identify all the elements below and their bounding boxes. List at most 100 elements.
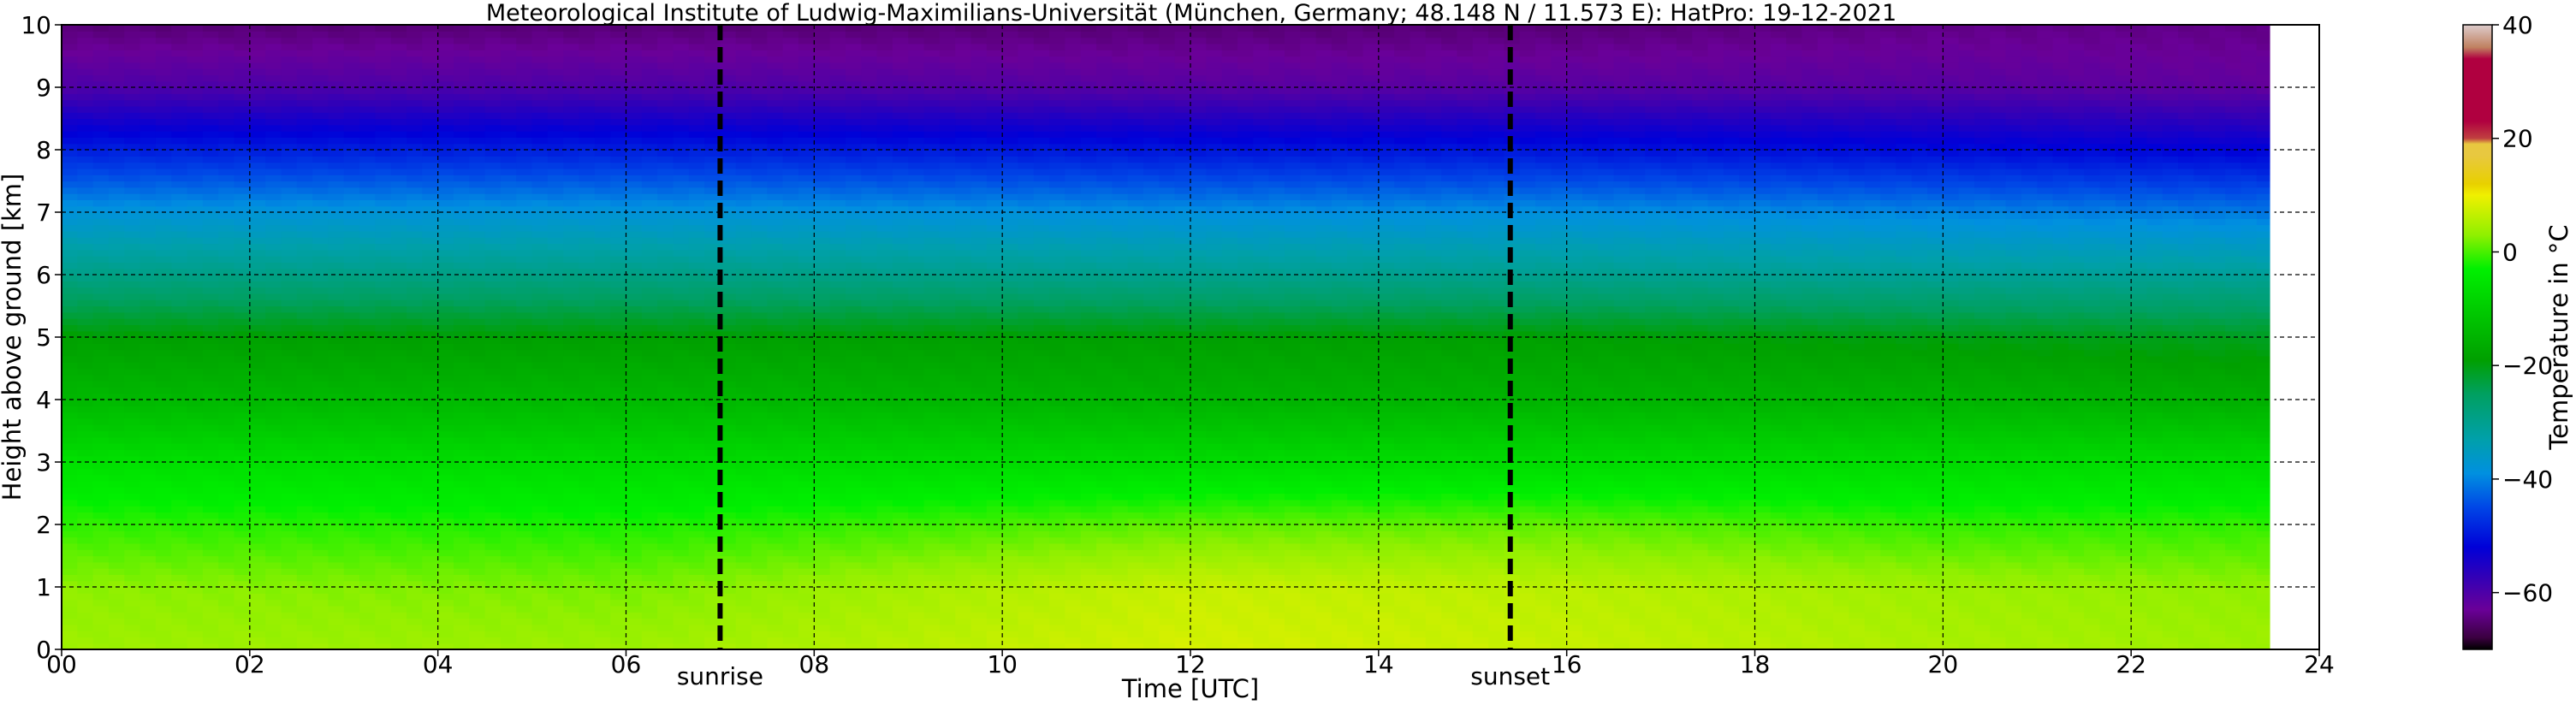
heatmap-cell (202, 637, 219, 644)
heatmap-cell (407, 387, 423, 394)
heatmap-cell (688, 287, 705, 294)
heatmap-cell (62, 99, 78, 107)
heatmap-cell (171, 80, 188, 88)
heatmap-cell (187, 455, 204, 463)
heatmap-cell (108, 400, 125, 406)
heatmap-cell (187, 181, 204, 188)
heatmap-cell (407, 124, 423, 132)
heatmap-cell (782, 87, 799, 94)
heatmap-cell (641, 205, 658, 213)
heatmap-cell (829, 499, 846, 507)
heatmap-cell (782, 487, 799, 495)
heatmap-cell (234, 643, 251, 650)
heatmap-cell (437, 87, 454, 94)
heatmap-cell (735, 143, 752, 151)
heatmap-cell (155, 474, 172, 482)
heatmap-cell (139, 50, 157, 57)
heatmap-cell (343, 311, 360, 319)
heatmap-cell (798, 343, 815, 351)
heatmap-cell (407, 624, 423, 631)
heatmap-cell (343, 337, 360, 344)
heatmap-cell (62, 124, 78, 132)
heatmap-cell (108, 262, 125, 270)
heatmap-cell (469, 256, 486, 263)
heatmap-cell (547, 168, 564, 175)
heatmap-cell (328, 343, 345, 351)
heatmap-cell (735, 530, 752, 538)
heatmap-cell (187, 424, 204, 432)
heatmap-cell (92, 524, 110, 531)
heatmap-cell (359, 43, 376, 50)
heatmap-cell (814, 305, 831, 313)
heatmap-cell (641, 443, 658, 450)
heatmap-cell (62, 112, 78, 120)
heatmap-cell (407, 374, 423, 382)
heatmap-cell (516, 436, 533, 444)
heatmap-cell (563, 468, 580, 476)
heatmap-cell (249, 549, 266, 557)
heatmap-cell (516, 143, 533, 151)
heatmap-cell (249, 493, 266, 501)
heatmap-cell (767, 349, 784, 357)
heatmap-cell (343, 612, 360, 619)
heatmap-cell (704, 343, 721, 351)
heatmap-cell (77, 287, 94, 294)
heatmap-cell (312, 400, 329, 406)
heatmap-cell (343, 487, 360, 495)
heatmap-cell (312, 499, 329, 507)
heatmap-cell (312, 374, 329, 382)
heatmap-cell (641, 381, 658, 388)
heatmap-cell (296, 68, 313, 75)
heatmap-cell (265, 555, 282, 563)
heatmap-cell (814, 199, 831, 207)
heatmap-cell (720, 37, 737, 44)
heatmap-cell (375, 181, 392, 188)
heatmap-cell (516, 299, 533, 307)
heatmap-cell (92, 506, 110, 512)
heatmap-cell (531, 436, 549, 444)
heatmap-cell (735, 599, 752, 607)
heatmap-cell (139, 436, 157, 444)
heatmap-cell (704, 549, 721, 557)
heatmap-cell (782, 612, 799, 619)
heatmap-cell (782, 162, 799, 169)
heatmap-cell (234, 324, 251, 332)
heatmap-cell (422, 574, 439, 582)
heatmap-cell (139, 324, 157, 332)
heatmap-cell (626, 80, 643, 88)
heatmap-cell (531, 112, 549, 120)
heatmap-cell (155, 493, 172, 501)
heatmap-cell (814, 506, 831, 512)
heatmap-cell (782, 249, 799, 257)
heatmap-cell (422, 561, 439, 569)
heatmap-cell (767, 624, 784, 631)
heatmap-cell (594, 330, 611, 338)
heatmap-cell (328, 406, 345, 413)
heatmap-cell (155, 462, 172, 469)
heatmap-cell (829, 299, 846, 307)
heatmap-cell (610, 468, 627, 476)
heatmap-cell (594, 193, 611, 200)
heatmap-cell (437, 311, 454, 319)
heatmap-cell (249, 150, 266, 157)
heatmap-cell (202, 256, 219, 263)
heatmap-cell (814, 643, 831, 650)
heatmap-cell (281, 406, 298, 413)
heatmap-cell (202, 374, 219, 382)
heatmap-cell (92, 224, 110, 232)
heatmap-cell (407, 150, 423, 157)
heatmap-cell (422, 618, 439, 625)
heatmap-cell (407, 205, 423, 213)
heatmap-cell (688, 205, 705, 213)
heatmap-cell (547, 506, 564, 512)
heatmap-cell (720, 112, 737, 120)
heatmap-cell (579, 474, 596, 482)
heatmap-cell (594, 112, 611, 120)
heatmap-cell (547, 311, 564, 319)
heatmap-cell (124, 462, 141, 469)
heatmap-cell (720, 400, 737, 406)
heatmap-cell (782, 381, 799, 388)
heatmap-cell (657, 406, 674, 413)
heatmap-cell (735, 281, 752, 288)
heatmap-cell (798, 237, 815, 245)
